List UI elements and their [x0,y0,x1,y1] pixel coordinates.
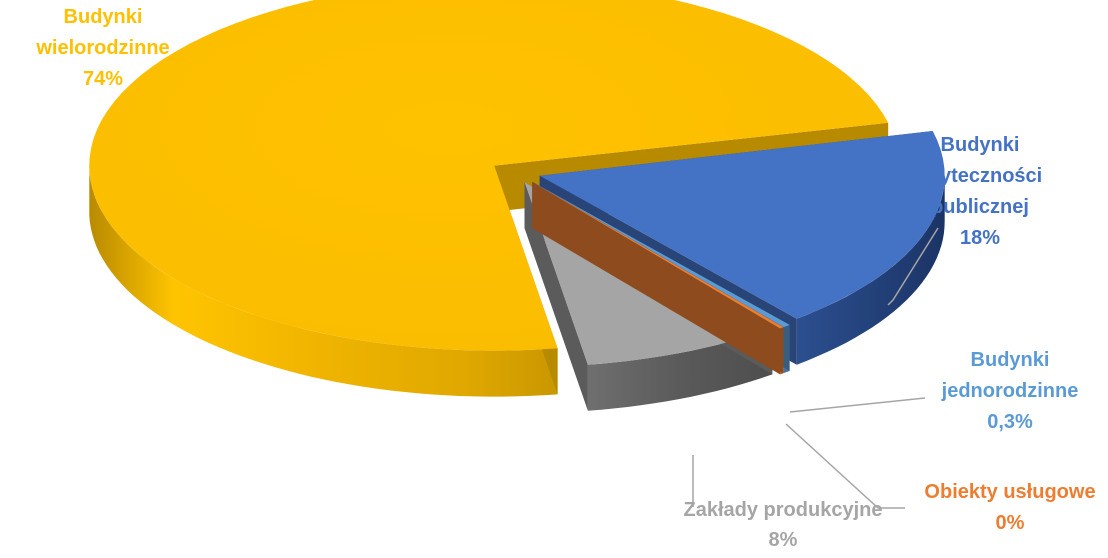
label-produkcyjne-line1: Zakłady produkcyjne [683,499,883,521]
slice-wielorodzinne-top [89,0,889,351]
label-produkcyjne-value: 8% [768,529,798,551]
slice-produkcyjne-face-1 [524,182,588,411]
slice-jednorodzinne-top [532,182,790,328]
slice-uslugowe-top [532,182,784,329]
slice-publiczne-top [539,131,945,319]
label-uslugowe-line1: Obiekty usługowe [924,481,1096,503]
leader-publiczne [887,227,939,306]
slice-uslugowe-face-1 [532,182,780,375]
label-uslugowe: Obiekty usługowe 0% [895,477,1108,539]
label-jednorodzinne-line1: Budynki [970,349,1050,371]
label-jednorodzinne-line2: jednorodzinne [941,380,1079,402]
label-wielorodzinne-line1: Budynki [63,6,143,28]
label-uslugowe-value: 0% [995,512,1025,534]
leader-uslugowe [785,423,905,509]
label-produkcyjne: Zakłady produkcyjne 8% [653,495,913,555]
slice-publiczne-wall [796,174,945,365]
label-publiczne-line2: użyteczności [917,165,1043,187]
label-publiczne-value: 18% [959,227,1001,249]
label-jednorodzinne-value: 0,3% [987,411,1033,433]
leader-jednorodzinne [789,397,926,413]
label-wielorodzinne-value: 74% [82,68,124,90]
label-wielorodzinne-line2: wielorodzinne [36,37,170,59]
slice-produkcyjne-wall [587,328,773,411]
slice-wielorodzinne-wall [89,162,558,397]
label-wielorodzinne: Budynki wielorodzinne 74% [18,2,188,95]
label-publiczne-line1: Budynki [940,134,1020,156]
label-publiczne-line3: publicznej [931,196,1029,218]
label-jednorodzinne: Budynki jednorodzinne 0,3% [920,345,1100,438]
label-publiczne: Budynki użyteczności publicznej 18% [895,130,1065,254]
slice-uslugowe [532,182,784,375]
